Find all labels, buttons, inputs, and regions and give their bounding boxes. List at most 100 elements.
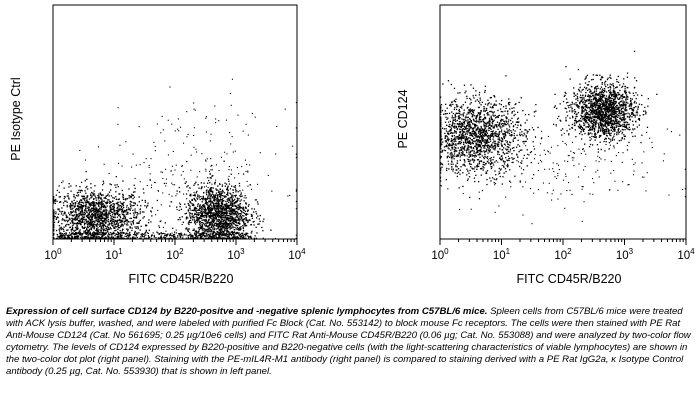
data-point [229, 198, 231, 201]
data-point [451, 111, 453, 113]
data-point [249, 236, 251, 238]
data-point [489, 134, 492, 136]
data-point [146, 224, 148, 227]
data-point [194, 232, 196, 234]
data-point [188, 228, 190, 230]
data-point [452, 112, 455, 115]
data-point [509, 157, 511, 159]
data-point [201, 233, 203, 236]
data-point [92, 235, 94, 237]
data-point [86, 237, 88, 239]
data-point [116, 211, 119, 213]
data-point [199, 236, 201, 238]
data-point [207, 182, 209, 184]
data-point [231, 136, 233, 138]
data-point [102, 203, 104, 205]
data-point [80, 189, 82, 191]
data-point [196, 221, 198, 224]
data-point [103, 224, 106, 227]
data-point [199, 223, 201, 225]
data-point [59, 233, 61, 235]
data-point [452, 154, 454, 157]
data-point [212, 187, 214, 189]
data-point [86, 233, 88, 235]
data-point [477, 114, 479, 116]
data-point [197, 235, 199, 237]
data-point [60, 201, 62, 203]
data-point [464, 165, 466, 167]
data-point [189, 219, 192, 221]
data-point [98, 200, 100, 202]
data-point [197, 212, 199, 214]
data-point [508, 124, 510, 126]
data-point [210, 236, 213, 238]
data-point [195, 231, 197, 233]
data-point [493, 125, 495, 127]
data-point [112, 220, 114, 223]
data-point [75, 216, 77, 218]
data-point [101, 234, 103, 236]
data-point [137, 213, 139, 215]
data-point [198, 216, 201, 219]
data-point [464, 101, 467, 103]
data-point [69, 226, 71, 228]
data-point [464, 128, 466, 131]
data-point [57, 213, 60, 215]
data-point [82, 213, 84, 215]
data-point [98, 208, 100, 211]
data-point [126, 219, 129, 222]
data-point [99, 225, 101, 227]
data-point [53, 226, 55, 228]
data-point [221, 203, 224, 205]
data-point [448, 168, 450, 170]
data-point [76, 233, 78, 235]
data-point [204, 220, 206, 222]
data-point [229, 211, 232, 213]
data-point [447, 152, 449, 154]
data-point [521, 131, 523, 133]
data-point [208, 219, 210, 222]
data-point [121, 204, 123, 206]
data-point [83, 236, 85, 238]
data-point [213, 222, 215, 224]
data-point [469, 108, 471, 110]
data-point [229, 212, 231, 215]
data-point [187, 185, 189, 187]
data-point [196, 235, 198, 237]
data-point [484, 110, 486, 113]
data-point [247, 219, 249, 221]
data-point [84, 180, 86, 182]
data-point [85, 237, 87, 239]
data-point [96, 237, 98, 239]
data-point [222, 225, 224, 227]
data-point [210, 212, 213, 214]
data-point [476, 136, 478, 138]
data-point [485, 141, 488, 144]
data-point [468, 113, 470, 115]
data-point [114, 212, 116, 214]
data-point [231, 199, 234, 201]
data-point [107, 193, 109, 195]
data-point [223, 231, 225, 233]
data-point [187, 190, 189, 192]
data-point [206, 220, 208, 222]
data-point [71, 229, 73, 231]
data-point [176, 190, 178, 192]
data-point [229, 222, 231, 224]
data-point [165, 178, 167, 180]
data-point [200, 215, 202, 218]
data-point [224, 224, 226, 226]
data-point [484, 124, 486, 127]
data-point [83, 214, 85, 216]
data-point [197, 205, 199, 207]
data-point [469, 125, 472, 127]
data-point [90, 202, 92, 205]
data-point [457, 117, 460, 120]
data-point [87, 195, 89, 197]
data-point [206, 215, 208, 217]
data-point [440, 124, 442, 127]
data-point [228, 183, 231, 185]
data-point [174, 231, 176, 233]
data-point [75, 229, 77, 231]
data-point [128, 236, 130, 238]
